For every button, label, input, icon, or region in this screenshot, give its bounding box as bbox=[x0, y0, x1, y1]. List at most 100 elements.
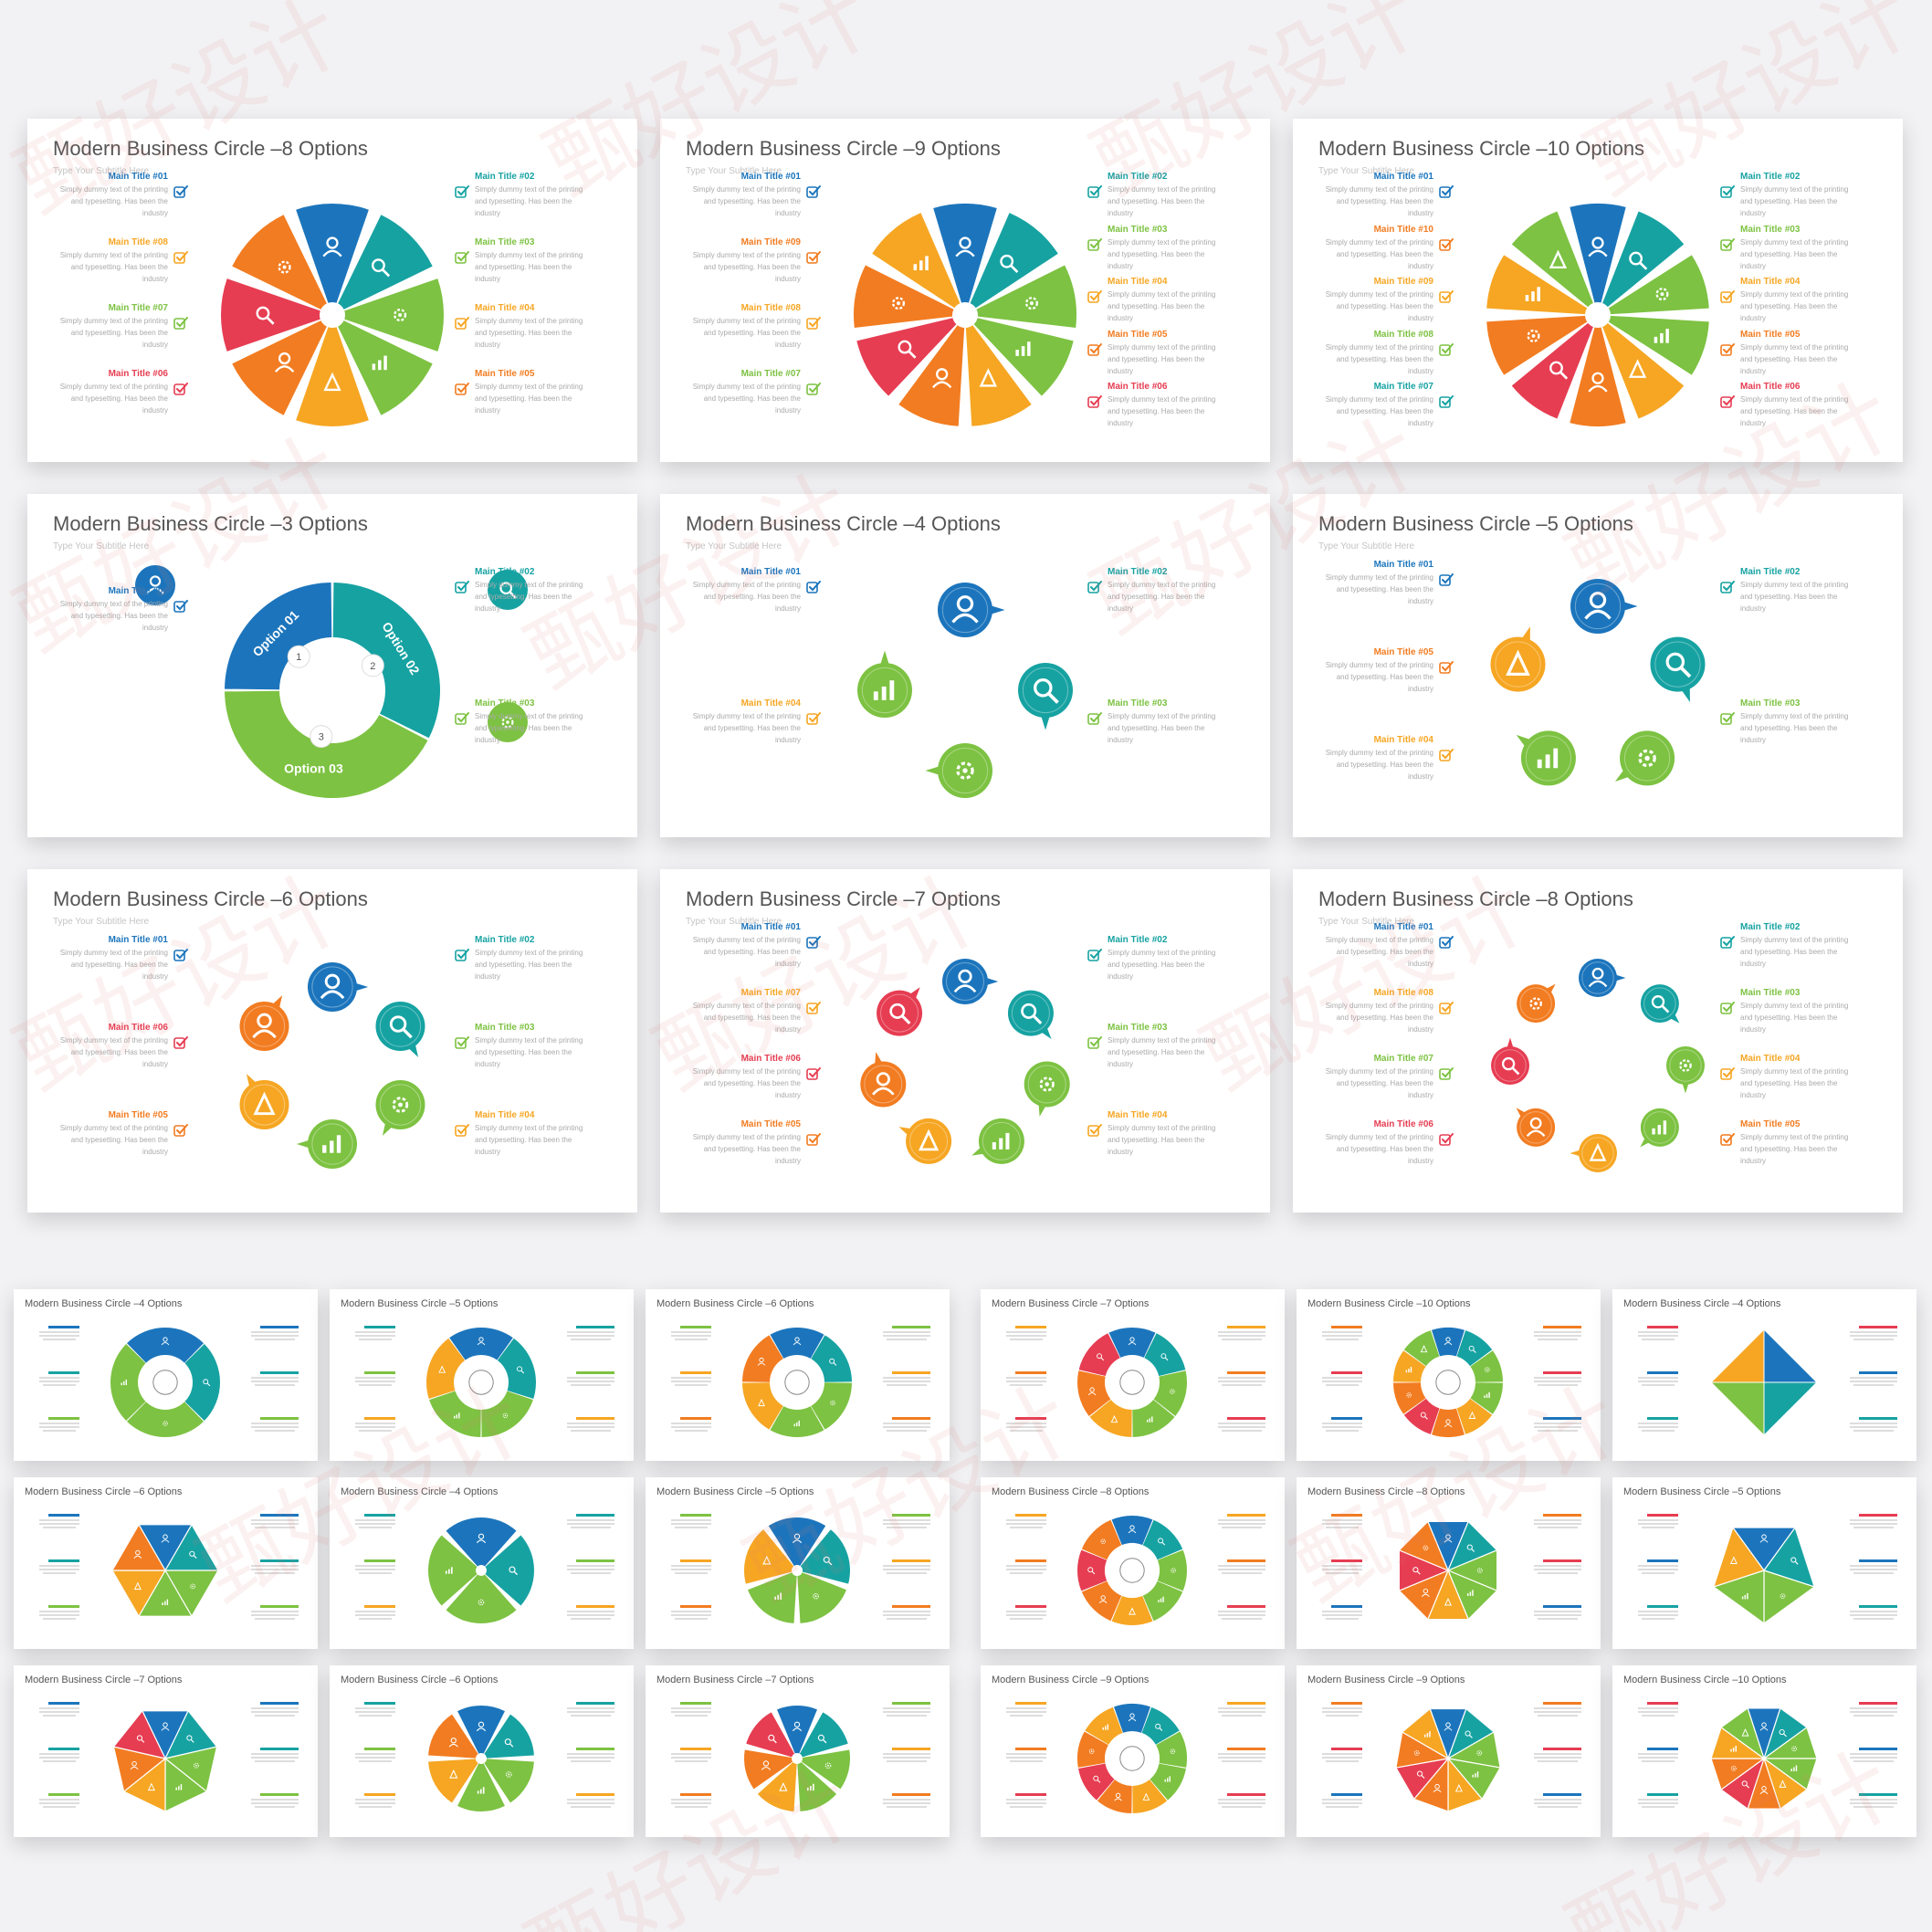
diamond-segment bbox=[1763, 1381, 1819, 1437]
thumbnail-slide[interactable]: Modern Business Circle –5 Options bbox=[1612, 1477, 1916, 1649]
text-item[interactable]: Main Title #03 Simply dummy text of the p… bbox=[475, 1023, 588, 1070]
text-item[interactable]: Main Title #01 Simply dummy text of the p… bbox=[1320, 172, 1433, 219]
text-item[interactable]: Main Title #01 Simply dummy text of the p… bbox=[688, 567, 801, 614]
wheel-segment bbox=[232, 215, 327, 310]
thumbnail-slide[interactable]: Modern Business Circle –9 Options bbox=[1297, 1665, 1601, 1837]
text-item[interactable]: Main Title #05 Simply dummy text of the p… bbox=[55, 1110, 168, 1158]
thumbnail-slide[interactable]: Modern Business Circle –10 Options bbox=[1297, 1289, 1601, 1461]
slide-title: Modern Business Circle –9 Options bbox=[1307, 1675, 1465, 1685]
text-item[interactable]: Main Title #05 Simply dummy text of the p… bbox=[475, 369, 588, 416]
text-item[interactable]: Main Title #04 Simply dummy text of the p… bbox=[1740, 1054, 1853, 1101]
text-item[interactable]: Main Title #01 Simply dummy text of the p… bbox=[55, 935, 168, 982]
text-item[interactable]: Main Title #02 Simply dummy text of the p… bbox=[1108, 567, 1221, 614]
item-title: Main Title #01 bbox=[108, 586, 168, 597]
thumbnail-slide[interactable]: Modern Business Circle –8 Options bbox=[981, 1477, 1285, 1649]
text-item[interactable]: Main Title #03 Simply dummy text of the p… bbox=[1108, 225, 1221, 272]
thumbnail-slide[interactable]: Modern Business Circle –4 Options bbox=[14, 1289, 318, 1461]
slide-subtitle: Type Your Subtitle Here bbox=[1318, 917, 1415, 927]
text-item[interactable]: Main Title #01 Simply dummy text of the p… bbox=[1320, 560, 1433, 607]
thumbnail-slide[interactable]: Modern Business Circle –10 Options bbox=[1612, 1665, 1916, 1837]
text-item[interactable]: Main Title #02 Simply dummy text of the p… bbox=[1108, 935, 1221, 982]
thumbnail-slide[interactable]: Modern Business Circle –7 Options bbox=[981, 1289, 1285, 1461]
text-item[interactable]: Main Title #01 Simply dummy text of the p… bbox=[1320, 922, 1433, 970]
text-item[interactable]: Main Title #03 Simply dummy text of the p… bbox=[1740, 698, 1853, 746]
text-item[interactable]: Main Title #06 Simply dummy text of the p… bbox=[55, 1023, 168, 1070]
slide-title: Modern Business Circle –10 Options bbox=[1318, 137, 1645, 160]
text-item[interactable]: Main Title #08 Simply dummy text of the p… bbox=[1320, 330, 1433, 377]
text-item[interactable]: Main Title #03 Simply dummy text of the p… bbox=[1740, 225, 1853, 272]
text-item[interactable]: Main Title #05 Simply dummy text of the p… bbox=[688, 1119, 801, 1167]
text-item[interactable]: Main Title #01 Simply dummy text of the p… bbox=[55, 172, 168, 219]
item-description: Simply dummy text of the printing and ty… bbox=[475, 949, 583, 982]
text-item[interactable]: Main Title #04 Simply dummy text of the p… bbox=[1108, 1110, 1221, 1158]
wheel-segment bbox=[220, 278, 320, 352]
text-item[interactable]: Main Title #06 Simply dummy text of the p… bbox=[688, 1054, 801, 1101]
text-item[interactable]: Main Title #08 Simply dummy text of the p… bbox=[688, 303, 801, 351]
slide-title: Modern Business Circle –7 Options bbox=[656, 1675, 814, 1685]
text-item[interactable]: Main Title #03 Simply dummy text of the p… bbox=[1740, 988, 1853, 1035]
text-item[interactable]: Main Title #04 Simply dummy text of the p… bbox=[475, 303, 588, 351]
text-item[interactable]: Main Title #02 Simply dummy text of the p… bbox=[475, 567, 588, 614]
text-item[interactable]: Main Title #03 Simply dummy text of the p… bbox=[475, 237, 588, 285]
text-item[interactable]: Main Title #04 Simply dummy text of the p… bbox=[1320, 735, 1433, 782]
segment-icon bbox=[1093, 1775, 1101, 1783]
text-item[interactable]: Main Title #05 Simply dummy text of the p… bbox=[1320, 647, 1433, 695]
slide-title: Modern Business Circle –7 Options bbox=[992, 1298, 1150, 1309]
text-item[interactable]: Main Title #07 Simply dummy text of the p… bbox=[688, 988, 801, 1035]
text-item[interactable]: Main Title #09 Simply dummy text of the p… bbox=[688, 237, 801, 285]
segment-icon bbox=[454, 1412, 460, 1419]
text-item[interactable]: Main Title #02 Simply dummy text of the p… bbox=[1740, 922, 1853, 970]
text-item[interactable]: Main Title #07 Simply dummy text of the p… bbox=[1320, 382, 1433, 429]
thumbnail-slide[interactable]: Modern Business Circle –4 Options bbox=[1612, 1289, 1916, 1461]
text-item[interactable]: Main Title #01 Simply dummy text of the p… bbox=[688, 922, 801, 970]
text-item[interactable]: Main Title #06 Simply dummy text of the p… bbox=[55, 369, 168, 416]
text-item[interactable]: Main Title #08 Simply dummy text of the p… bbox=[1320, 988, 1433, 1035]
text-item[interactable]: Main Title #09 Simply dummy text of the p… bbox=[1320, 277, 1433, 324]
thumbnail-slide[interactable]: Modern Business Circle –5 Options bbox=[330, 1289, 634, 1461]
text-item[interactable]: Main Title #02 Simply dummy text of the p… bbox=[1740, 567, 1853, 614]
text-item[interactable]: Main Title #06 Simply dummy text of the p… bbox=[1320, 1119, 1433, 1167]
item-description: Simply dummy text of the printing and ty… bbox=[475, 1036, 583, 1069]
segment-icon bbox=[813, 1592, 819, 1600]
text-item[interactable]: Main Title #08 Simply dummy text of the p… bbox=[55, 237, 168, 285]
text-item[interactable]: Main Title #10 Simply dummy text of the p… bbox=[1320, 225, 1433, 272]
text-item[interactable]: Main Title #06 Simply dummy text of the p… bbox=[1108, 382, 1221, 429]
text-item[interactable]: Main Title #01 Simply dummy text of the p… bbox=[55, 586, 168, 634]
text-item[interactable]: Main Title #03 Simply dummy text of the p… bbox=[1108, 1023, 1221, 1070]
text-item[interactable]: Main Title #05 Simply dummy text of the p… bbox=[1108, 330, 1221, 377]
option-number-badge bbox=[310, 725, 333, 749]
segment-icon bbox=[891, 297, 906, 310]
text-item[interactable]: Main Title #07 Simply dummy text of the p… bbox=[688, 369, 801, 416]
thumbnail-slide[interactable]: Modern Business Circle –9 Options bbox=[981, 1665, 1285, 1837]
slide-card: Modern Business Circle –4 Options Type Yo… bbox=[660, 494, 1270, 837]
segment-icon bbox=[1412, 1567, 1421, 1575]
text-item[interactable]: Main Title #05 Simply dummy text of the p… bbox=[1740, 1119, 1853, 1167]
text-item[interactable]: Main Title #04 Simply dummy text of the p… bbox=[1108, 277, 1221, 324]
text-item[interactable]: Main Title #02 Simply dummy text of the p… bbox=[1108, 172, 1221, 219]
text-item[interactable]: Main Title #02 Simply dummy text of the p… bbox=[475, 935, 588, 982]
thumbnail-slide[interactable]: Modern Business Circle –6 Options bbox=[330, 1665, 634, 1837]
segment-icon bbox=[476, 1533, 487, 1544]
segment-icon bbox=[372, 258, 391, 278]
thumbnail-slide[interactable]: Modern Business Circle –4 Options bbox=[330, 1477, 634, 1649]
thumbnail-slide[interactable]: Modern Business Circle –6 Options bbox=[646, 1289, 950, 1461]
thumbnail-slide[interactable]: Modern Business Circle –7 Options bbox=[646, 1665, 950, 1837]
text-item[interactable]: Main Title #05 Simply dummy text of the p… bbox=[1740, 330, 1853, 377]
thumbnail-slide[interactable]: Modern Business Circle –8 Options bbox=[1297, 1477, 1601, 1649]
thumbnail-slide[interactable]: Modern Business Circle –7 Options bbox=[14, 1665, 318, 1837]
text-item[interactable]: Main Title #03 Simply dummy text of the p… bbox=[1108, 698, 1221, 746]
segment-icon bbox=[1655, 288, 1669, 301]
text-item[interactable]: Main Title #07 Simply dummy text of the p… bbox=[1320, 1054, 1433, 1101]
text-item[interactable]: Main Title #03 Simply dummy text of the p… bbox=[475, 698, 588, 746]
text-item[interactable]: Main Title #07 Simply dummy text of the p… bbox=[55, 303, 168, 351]
text-item[interactable]: Main Title #06 Simply dummy text of the p… bbox=[1740, 382, 1853, 429]
text-item[interactable]: Main Title #01 Simply dummy text of the p… bbox=[688, 172, 801, 219]
text-item[interactable]: Main Title #02 Simply dummy text of the p… bbox=[1740, 172, 1853, 219]
thumbnail-slide[interactable]: Modern Business Circle –6 Options bbox=[14, 1477, 318, 1649]
segment-icon bbox=[278, 260, 291, 274]
text-item[interactable]: Main Title #04 Simply dummy text of the p… bbox=[688, 698, 801, 746]
text-item[interactable]: Main Title #04 Simply dummy text of the p… bbox=[475, 1110, 588, 1158]
thumbnail-slide[interactable]: Modern Business Circle –5 Options bbox=[646, 1477, 950, 1649]
text-item[interactable]: Main Title #02 Simply dummy text of the p… bbox=[475, 172, 588, 219]
text-item[interactable]: Main Title #04 Simply dummy text of the p… bbox=[1740, 277, 1853, 324]
